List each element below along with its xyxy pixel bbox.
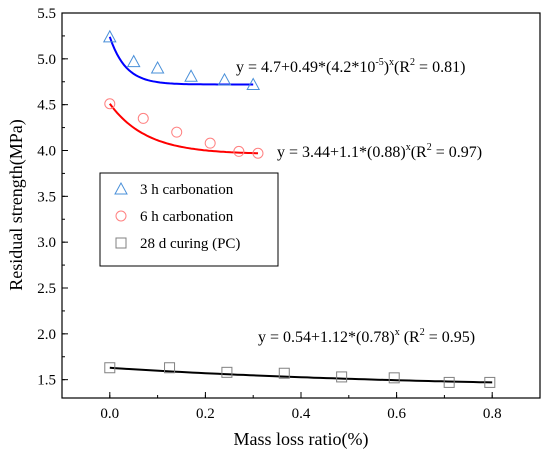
fit-curve-series-1 <box>109 103 259 155</box>
data-point-series-0 <box>102 29 117 43</box>
legend-label: 28 d curing (PC) <box>140 236 240 252</box>
y-tick-label: 5.5 <box>37 6 56 22</box>
equation-part: y = 3.44+1.1*(0.88) <box>277 144 406 161</box>
y-tick-label: 2.0 <box>37 327 56 343</box>
data-point-series-2 <box>443 376 455 388</box>
equation-part: = 0.95) <box>425 329 475 346</box>
data-point-series-2 <box>278 367 290 379</box>
legend: 3 h carbonation 6 h carbonation 28 d curin… <box>99 172 279 267</box>
equation-part: x <box>389 57 394 68</box>
data-point-series-1 <box>233 145 245 157</box>
equation-part: = 0.81) <box>415 59 465 76</box>
data-point-series-0 <box>246 77 261 90</box>
data-point-series-0 <box>217 72 232 86</box>
legend-marker-series-2 <box>115 237 127 249</box>
x-tick-label: 0.8 <box>483 406 502 422</box>
data-point-series-1 <box>252 147 264 159</box>
equation-part: = 0.97) <box>432 144 482 161</box>
x-tick-label: 0.2 <box>196 406 215 422</box>
y-tick-label: 5.0 <box>37 52 56 68</box>
equation-part: (R <box>394 59 410 76</box>
equation-part: 2 <box>427 142 432 153</box>
fit-equation-series-1: y = 3.44+1.1*(0.88)x(R2 = 0.97) <box>277 142 482 161</box>
legend-label: 3 h carbonation <box>140 182 234 198</box>
equation-part: 2 <box>410 57 415 68</box>
x-tick-label: 0.6 <box>387 406 406 422</box>
data-point-series-1 <box>171 126 183 138</box>
x-axis-title: Mass loss ratio(%) <box>234 429 369 450</box>
fit-equation-series-2: y = 0.54+1.12*(0.78)x (R2 = 0.95) <box>258 327 475 346</box>
data-point-series-2 <box>221 366 233 378</box>
equation-part: -5 <box>375 57 383 68</box>
equation-part: (R <box>411 144 427 161</box>
data-point-series-1 <box>137 112 149 124</box>
equation-part: y = 0.54+1.12*(0.78) <box>258 329 395 346</box>
data-point-series-1 <box>104 98 116 110</box>
data-point-series-0 <box>126 54 141 68</box>
y-tick-label: 4.5 <box>37 98 56 114</box>
y-tick-label: 1.5 <box>37 373 56 389</box>
y-tick-label: 4.0 <box>37 144 56 160</box>
equation-part: x <box>395 327 400 338</box>
data-markers <box>102 29 496 388</box>
legend-marker-series-1 <box>115 210 127 222</box>
y-tick-label: 3.0 <box>37 235 56 251</box>
y-axis-title: Residual strength(MPa) <box>6 119 27 290</box>
data-point-series-2 <box>336 371 348 383</box>
data-point-series-2 <box>104 362 116 374</box>
equation-part: x <box>406 142 411 153</box>
equation-part: (R <box>400 329 420 346</box>
fit-equation-series-0: y = 4.7+0.49*(4.2*10-5)x(R2 = 0.81) <box>236 57 465 76</box>
legend-box <box>99 172 279 267</box>
y-tick-label: 3.5 <box>37 189 56 205</box>
x-tick-label: 0.0 <box>100 406 119 422</box>
y-tick-label: 2.5 <box>37 281 56 297</box>
data-point-series-2 <box>484 376 496 388</box>
equation-part: ) <box>384 59 389 76</box>
fit-equations: y = 4.7+0.49*(4.2*10-5)x(R2 = 0.81)y = 3… <box>236 57 482 346</box>
x-tick-label: 0.4 <box>292 406 311 422</box>
data-point-series-2 <box>388 372 400 384</box>
data-point-series-2 <box>164 362 176 374</box>
legend-label: 6 h carbonation <box>140 209 234 225</box>
legend-marker-series-0 <box>114 181 128 195</box>
equation-part: 2 <box>420 327 425 338</box>
equation-part: y = 4.7+0.49*(4.2*10 <box>236 59 375 76</box>
data-point-series-0 <box>150 60 165 74</box>
legend-items: 3 h carbonation 6 h carbonation 28 d curin… <box>114 181 240 252</box>
data-point-series-1 <box>204 137 216 149</box>
ticks: 0.0 0.2 0.4 0.6 0.8 1.5 2.0 2.5 3.0 3.5 4.0 4.5 5.0 5… <box>37 6 541 422</box>
fit-curve-series-2 <box>109 366 493 384</box>
data-point-series-0 <box>184 69 198 82</box>
